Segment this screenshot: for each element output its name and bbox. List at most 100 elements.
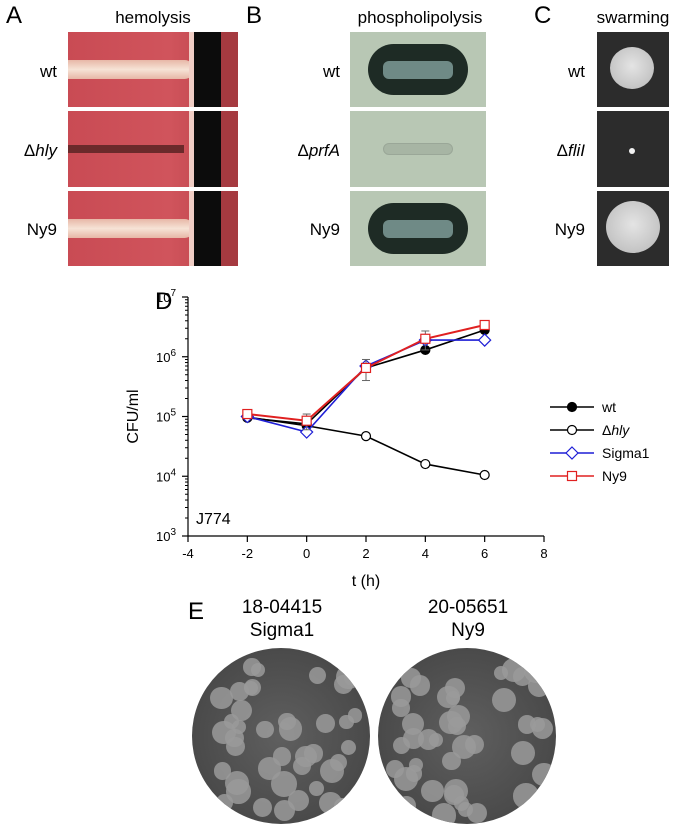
plaque-spot	[273, 800, 295, 822]
plaque-spot	[510, 741, 535, 766]
plaque-spot	[243, 681, 258, 696]
panel-title-phospholipolysis: phospholipolysis	[357, 8, 483, 27]
plate-1-strain: Sigma1	[249, 620, 315, 641]
plaque-spot	[330, 754, 348, 772]
plaque-spot	[333, 797, 351, 815]
legend-marker	[566, 401, 578, 413]
plaque-spot	[251, 662, 266, 678]
phospholipolysis-photo-wt	[350, 32, 486, 107]
plate-caption-1: 18-04415 Sigma1	[192, 596, 372, 642]
panel-label-e: E	[188, 598, 205, 625]
plaque-spot	[532, 718, 554, 740]
plaque-spot	[431, 803, 457, 824]
plaque-spot	[409, 675, 431, 697]
plaque-spot	[309, 666, 327, 684]
legend-marker	[565, 446, 579, 460]
plaque-spot	[444, 785, 464, 805]
legend-label: Sigma1	[602, 445, 650, 461]
data-point	[479, 319, 490, 331]
x-tick-label: 4	[422, 546, 429, 561]
row-label-b-2: ΔprfA	[297, 141, 340, 160]
plaque-spot	[258, 757, 281, 780]
phospholipolysis-photo-ny9	[350, 191, 486, 266]
panel-label-b: B	[246, 2, 263, 29]
plaque-photo-ny9	[378, 648, 556, 824]
x-tick-label: -4	[182, 546, 194, 561]
row-label-b-3: Ny9	[309, 220, 340, 239]
plaque-spot	[428, 733, 443, 748]
data-point	[242, 408, 253, 420]
plate-1-id: 18-04415	[241, 597, 323, 618]
y-tick-label: 103	[156, 527, 176, 544]
plaque-spot	[232, 719, 247, 734]
plaque-spot	[452, 735, 477, 760]
y-tick-label: 107	[156, 288, 176, 305]
row-label-c-2: ΔfliI	[556, 141, 585, 160]
panel-title-swarming: swarming	[596, 8, 670, 27]
plaque-spot	[295, 745, 318, 768]
data-point	[477, 333, 492, 347]
plaque-spot	[256, 720, 274, 739]
plaque-spot	[278, 716, 303, 741]
data-point	[360, 362, 372, 374]
row-label-c-3: Ny9	[554, 220, 585, 239]
data-point	[420, 458, 431, 470]
x-tick-label: 8	[540, 546, 547, 561]
plaque-spot	[212, 720, 236, 745]
plaque-spot	[309, 780, 325, 796]
panel-title-hemolysis: hemolysis	[115, 8, 191, 27]
x-axis-label: t (h)	[352, 573, 380, 590]
plaque-spot	[392, 737, 410, 755]
plaque-spot	[491, 687, 517, 713]
hemolysis-photo-wt	[68, 32, 238, 107]
hemolysis-photo-hly	[68, 111, 238, 187]
plaque-spot	[210, 687, 233, 710]
y-tick-label: 104	[156, 467, 176, 484]
row-label-a-2: Δhly	[23, 141, 57, 160]
plaque-spot	[513, 783, 539, 809]
hemolysis-photo-ny9	[68, 191, 238, 266]
chart-annotation: J774	[196, 511, 231, 528]
plaque-spot	[252, 797, 272, 817]
swarming-photo-wt	[597, 32, 669, 107]
plaque-spot	[528, 674, 551, 697]
plaque-spot	[513, 667, 532, 686]
plaque-spot	[493, 666, 508, 681]
plaque-spot	[532, 762, 556, 786]
row-label-a-3: Ny9	[26, 220, 57, 239]
panel-label-a: A	[6, 2, 23, 29]
legend-label: wt	[601, 399, 616, 415]
y-tick-label: 105	[156, 408, 176, 425]
data-point	[479, 469, 490, 481]
plaque-photo-sigma1	[192, 648, 370, 824]
x-tick-label: 0	[303, 546, 310, 561]
row-label-a-1: wt	[40, 62, 57, 81]
data-point	[420, 333, 431, 344]
plaque-spot	[340, 740, 356, 756]
plaque-spot	[316, 714, 335, 733]
x-tick-label: -2	[242, 546, 254, 561]
swarming-photo-ny9	[597, 191, 669, 266]
row-label-b-1: wt	[323, 62, 340, 81]
panel-label-c: C	[534, 2, 552, 29]
row-label-c-1: wt	[568, 62, 585, 81]
swarming-photo-flii	[597, 111, 669, 187]
plaque-spot	[339, 714, 354, 730]
x-tick-label: 6	[481, 546, 488, 561]
growth-chart: -4 -2 0 2 4 6 8 103 104 105 106 107 t (h) CFU/ml J774 w…	[125, 288, 650, 590]
plaque-spot	[517, 715, 537, 735]
plaque-spot	[421, 779, 444, 803]
plaque-spot	[397, 795, 417, 816]
plate-2-id: 20-05651	[427, 597, 509, 618]
plate-2-strain: Ny9	[451, 620, 485, 641]
plaque-spot	[405, 765, 423, 782]
plaque-spot	[390, 685, 412, 707]
panel-label-d: D	[155, 288, 173, 315]
legend-label: Δhly	[602, 422, 630, 438]
plaque-spot	[401, 712, 425, 735]
plaque-spot	[445, 690, 461, 706]
y-axis-label: CFU/ml	[125, 389, 142, 443]
plaque-spot	[224, 771, 249, 795]
data-point	[301, 415, 312, 426]
legend-label: Ny9	[602, 468, 627, 484]
